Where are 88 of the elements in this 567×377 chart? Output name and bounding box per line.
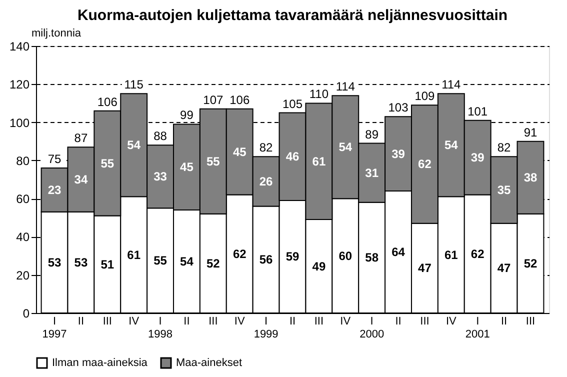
x-tick-label: IV [446, 316, 458, 328]
data-label: 55 [100, 156, 114, 170]
total-label: 109 [414, 89, 436, 104]
total-label: 106 [97, 94, 118, 109]
x-tick-label: II [184, 316, 190, 328]
data-label: 64 [392, 244, 406, 259]
y-tick-label: 20 [16, 268, 30, 282]
total-label: 88 [154, 129, 168, 144]
x-tick-label: I 1999 [254, 316, 278, 340]
data-label: 61 [127, 248, 141, 262]
data-label: 52 [206, 256, 220, 270]
x-tick-label: III [420, 316, 430, 328]
data-label: 49 [312, 259, 326, 274]
x-tick-label: I 1997 [42, 316, 67, 340]
total-label: 103 [388, 100, 409, 115]
data-label: 47 [418, 261, 432, 276]
y-tick-label: 60 [16, 192, 30, 206]
data-label: 55 [154, 254, 168, 268]
total-label: 82 [259, 140, 274, 155]
data-label: 53 [48, 255, 62, 270]
data-label: 62 [470, 246, 485, 261]
data-label: 52 [524, 256, 538, 270]
x-tick-label: I 2001 [465, 316, 490, 340]
data-label: 45 [180, 160, 194, 174]
data-label: 62 [418, 157, 432, 172]
data-label: 56 [259, 252, 274, 267]
chart-title: Kuorma-autojen kuljettama tavaramäärä neljännesvuosittain [77, 7, 508, 24]
y-axis-title: milj.tonnia [32, 28, 82, 40]
total-label: 105 [282, 96, 303, 111]
data-label: 23 [48, 182, 62, 197]
data-label: 61 [444, 248, 458, 262]
data-label: 58 [365, 250, 379, 265]
y-tick-label: 140 [9, 40, 30, 54]
x-tick-label: IV [128, 316, 140, 328]
x-tick-label: III [526, 316, 536, 328]
data-label: 34 [74, 172, 88, 186]
x-tick-label: II [395, 316, 402, 328]
data-label: 39 [392, 146, 406, 161]
legend-label: Ilman maa-aineksia [52, 357, 148, 369]
data-label: 54 [180, 254, 194, 269]
data-label: 62 [232, 246, 247, 261]
y-tick-label: 80 [16, 154, 30, 168]
total-label: 82 [497, 140, 512, 155]
total-label: 75 [48, 152, 62, 166]
total-label: 107 [203, 92, 224, 107]
data-label: 46 [286, 150, 300, 164]
data-label: 55 [206, 154, 220, 168]
x-tick-label: II [78, 316, 84, 328]
total-label: 106 [230, 92, 250, 107]
data-label: 59 [286, 250, 300, 264]
data-label: 60 [338, 248, 352, 263]
data-label: 54 [444, 138, 458, 152]
x-tick-label: III [102, 316, 112, 328]
y-tick-label: 120 [9, 78, 30, 92]
data-label: 54 [338, 140, 352, 154]
total-label: 101 [468, 104, 488, 118]
legend-label: Maa-ainekset [176, 357, 242, 369]
x-tick-label: II [500, 316, 508, 328]
x-tick-label: I 2000 [360, 316, 384, 340]
data-label: 31 [365, 166, 379, 180]
y-tick-label: 100 [9, 116, 30, 130]
data-label: 47 [497, 261, 512, 276]
data-label: 39 [470, 150, 485, 165]
total-label: 114 [442, 78, 462, 92]
data-label: 61 [312, 154, 326, 168]
data-label: 35 [497, 182, 512, 197]
x-tick-label: IV [340, 316, 352, 328]
total-label: 89 [365, 127, 379, 142]
y-tick-label: 40 [16, 230, 30, 244]
data-label: 38 [524, 170, 538, 185]
total-label: 114 [336, 80, 356, 94]
y-tick-label: 0 [22, 306, 30, 320]
data-label: 53 [74, 255, 88, 270]
total-label: 87 [74, 131, 88, 146]
data-label: 45 [232, 144, 247, 159]
total-label: 115 [124, 78, 144, 92]
x-tick-label: IV [234, 316, 246, 328]
data-label: 26 [259, 174, 274, 188]
x-tick-label: II [289, 316, 296, 328]
x-tick-label: III [314, 316, 324, 328]
data-label: 51 [100, 257, 114, 272]
x-tick-label: I 1998 [148, 316, 173, 340]
total-label: 91 [524, 125, 538, 140]
data-label: 33 [154, 170, 168, 184]
x-tick-label: III [208, 316, 218, 328]
data-label: 54 [127, 138, 141, 152]
total-label: 99 [180, 108, 194, 122]
total-label: 110 [309, 87, 329, 102]
